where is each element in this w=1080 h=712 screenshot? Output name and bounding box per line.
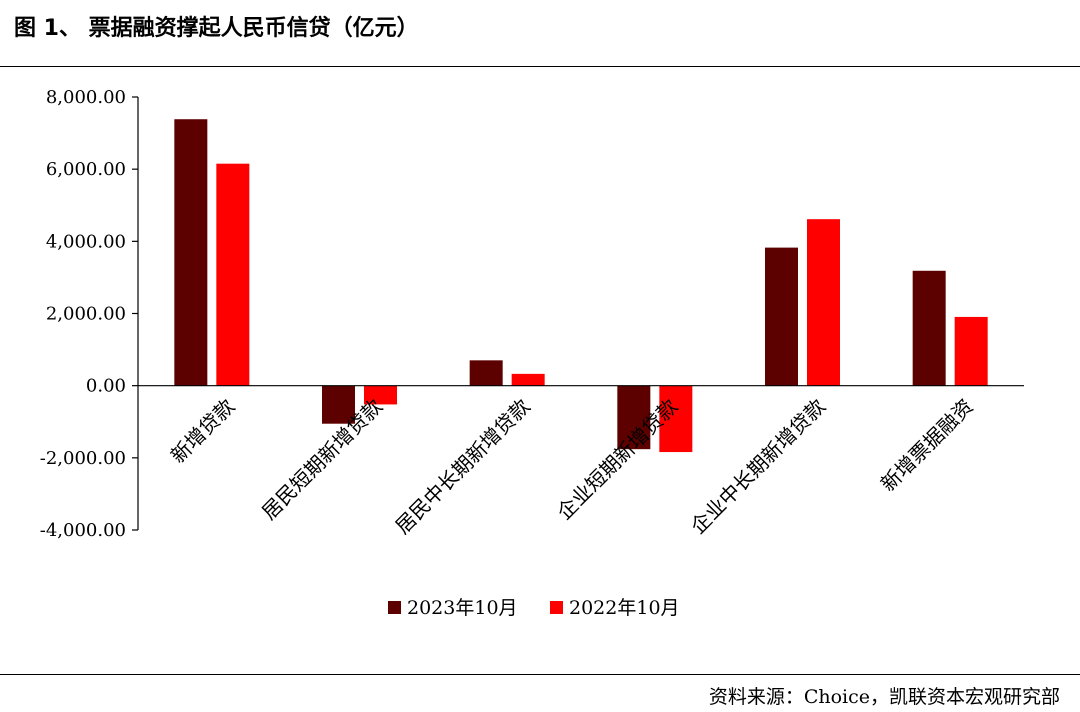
bar [469,360,503,386]
y-tick-label: 6,000.00 [46,159,126,180]
y-tick-label: 4,000.00 [46,231,126,252]
bar [807,219,840,386]
x-category-label: 居民中长期新增贷款 [390,394,534,538]
bottom-divider [0,674,1080,675]
bar [765,247,798,386]
y-axis: 8,000.00 6,000.00 4,000.00 2,000.00 0.00 -2,0… [40,87,139,541]
bars [174,119,988,453]
legend-label: 2023年10月 [407,597,518,619]
bar [364,385,397,405]
y-tick-label: 2,000.00 [46,304,126,325]
legend-label: 2022年10月 [569,597,680,619]
bar [511,373,545,386]
legend-swatch [550,601,563,614]
figure-title: 图 1、 票据融资撑起人民币信贷（亿元） [14,16,419,41]
category-labels: 新增贷款 居民短期新增贷款 居民中长期新增贷款 企业短期新增贷款 企业中长期新增贷款 新增… [166,394,978,538]
bar [216,163,250,386]
bar [174,119,208,386]
x-category-label: 新增贷款 [166,394,240,468]
x-category-label: 新增票据融资 [876,394,978,496]
y-tick-label: 8,000.00 [46,87,126,108]
bar-chart: 8,000.00 6,000.00 4,000.00 2,000.00 0.00 -2,0… [40,87,1024,619]
bar [954,316,988,386]
x-category-label: 企业中长期新增贷款 [686,394,830,538]
bar [322,385,355,424]
x-category-label: 居民短期新增贷款 [257,394,387,524]
bar [659,385,693,453]
top-divider [0,66,1080,67]
y-tick-label: 0.00 [86,376,126,397]
legend-swatch [388,601,401,614]
x-category-label: 企业短期新增贷款 [552,394,682,524]
source-note: 资料来源：Choice，凯联资本宏观研究部 [708,686,1060,708]
legend: 2023年10月 2022年10月 [388,597,680,619]
bar [617,385,651,450]
y-tick-label: -4,000.00 [40,520,126,541]
bar [912,270,946,386]
y-tick-label: -2,000.00 [40,448,126,469]
